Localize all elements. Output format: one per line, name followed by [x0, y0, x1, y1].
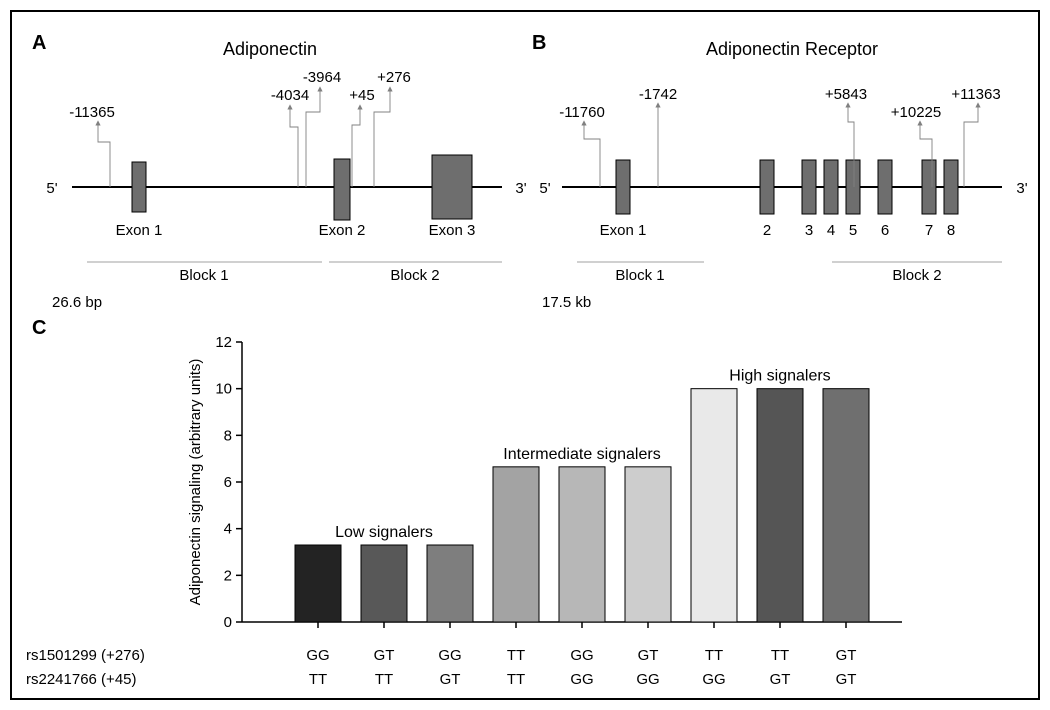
panel-b-size: 17.5 kb	[542, 294, 591, 311]
snp-b-1-label: -1742	[639, 86, 677, 103]
exon-a-2: Exon 2	[319, 159, 366, 239]
exon-a-1: Exon 1	[116, 162, 163, 239]
cat-row1-8: GT	[836, 647, 857, 664]
row-title-0: rs1501299 (+276)	[26, 647, 145, 664]
exon-b-2-label: 2	[763, 222, 771, 239]
bar-2	[427, 545, 473, 622]
exon-b-4: 4	[824, 160, 838, 239]
exon-b-7: 7	[922, 160, 936, 239]
snp-a-0: -11365	[69, 104, 115, 187]
five-prime-b: 5'	[539, 180, 550, 197]
cat-row2-5: GG	[636, 671, 659, 688]
cat-row2-2: GT	[440, 671, 461, 688]
y-tick-label: 8	[224, 427, 232, 444]
cat-row1-7: TT	[771, 647, 789, 664]
cat-row1-4: GG	[570, 647, 593, 664]
exon-b-5-label: 5	[849, 222, 857, 239]
cat-row2-4: GG	[570, 671, 593, 688]
cat-row1-3: TT	[507, 647, 525, 664]
row-title-1: rs2241766 (+45)	[26, 671, 137, 688]
exon-b-7-label: 7	[925, 222, 933, 239]
bar-0	[295, 545, 341, 622]
three-prime-a: 3'	[515, 180, 526, 197]
block-b-2-label: Block 2	[892, 267, 941, 284]
y-tick-label: 10	[215, 381, 232, 398]
snp-a-2-label: -3964	[303, 69, 341, 86]
snp-a-4: +276	[374, 69, 411, 187]
exon-a-3-label: Exon 3	[429, 222, 476, 239]
y-tick-label: 12	[215, 334, 232, 351]
bar-chart: 0 2 4 6 8 10 12 Adiponectin signaling (arbitrar…	[187, 334, 902, 688]
bar-7	[757, 389, 803, 622]
three-prime-b: 3'	[1016, 180, 1027, 197]
exon-a-2-label: Exon 2	[319, 222, 366, 239]
cat-row2-1: TT	[375, 671, 393, 688]
snp-a-0-label: -11365	[69, 104, 115, 121]
panel-a-title: Adiponectin	[223, 39, 317, 59]
group-label-0: Low signalers	[335, 524, 433, 541]
panel-c-letter: C	[32, 317, 46, 339]
bar-8	[823, 389, 869, 622]
block-b-1-label: Block 1	[615, 267, 664, 284]
panel-a-size: 26.6 bp	[52, 294, 102, 311]
cat-row2-7: GT	[770, 671, 791, 688]
snp-b-1: -1742	[639, 86, 677, 187]
bar-3	[493, 467, 539, 622]
y-tick-label: 0	[224, 614, 232, 631]
exon-b-3: 3	[802, 160, 816, 239]
panel-a: A Adiponectin 5' 3' Exon 1 Exon 2	[32, 32, 527, 311]
snp-b-0-label: -11760	[559, 104, 605, 121]
cat-row2-6: GG	[702, 671, 725, 688]
exon-b-4-label: 4	[827, 222, 835, 239]
group-label-1: Intermediate signalers	[503, 446, 660, 463]
five-prime-a: 5'	[46, 180, 57, 197]
panel-b-title: Adiponectin Receptor	[706, 39, 878, 59]
bar-4	[559, 467, 605, 622]
cat-row1-6: TT	[705, 647, 723, 664]
block-a-2-label: Block 2	[390, 267, 439, 284]
panel-c: C 0 2 4 6 8 10 12 Adiponectin signaling (arbitr…	[26, 317, 902, 688]
panel-b: B Adiponectin Receptor 5' 3' Exon 1 2	[532, 32, 1028, 311]
exon-b-8: 8	[944, 160, 958, 239]
bar-1	[361, 545, 407, 622]
snp-b-3-label: +10225	[891, 104, 941, 121]
exon-b-1: Exon 1	[600, 160, 647, 239]
cat-row1-2: GG	[438, 647, 461, 664]
cat-row2-3: TT	[507, 671, 525, 688]
group-label-2: High signalers	[729, 368, 830, 385]
block-a-1-label: Block 1	[179, 267, 228, 284]
exon-a-1-label: Exon 1	[116, 222, 163, 239]
y-tick-label: 4	[224, 521, 232, 538]
snp-a-1-label: -4034	[271, 87, 309, 104]
exon-b-2: 2	[760, 160, 774, 239]
exon-b-6-label: 6	[881, 222, 889, 239]
cat-row2-0: TT	[309, 671, 327, 688]
exon-b-6: 6	[878, 160, 892, 239]
cat-row2-8: GT	[836, 671, 857, 688]
y-tick-label: 2	[224, 567, 232, 584]
snp-a-3-label: +45	[349, 87, 374, 104]
bar-5	[625, 467, 671, 622]
snp-b-0: -11760	[559, 104, 605, 187]
panel-b-letter: B	[532, 32, 546, 54]
snp-a-4-label: +276	[377, 69, 411, 86]
cat-row1-0: GG	[306, 647, 329, 664]
exon-b-3-label: 3	[805, 222, 813, 239]
snp-a-1: -4034	[271, 87, 309, 187]
exon-b-5: 5	[846, 160, 860, 239]
snp-a-3: +45	[349, 87, 374, 187]
cat-row1-1: GT	[374, 647, 395, 664]
exon-b-1-label: Exon 1	[600, 222, 647, 239]
bar-6	[691, 389, 737, 622]
exon-b-8-label: 8	[947, 222, 955, 239]
snp-b-4-label: +11363	[951, 86, 1000, 103]
y-axis-label: Adiponectin signaling (arbitrary units)	[187, 359, 204, 606]
snp-b-4: +11363	[951, 86, 1000, 187]
cat-row1-5: GT	[638, 647, 659, 664]
exon-a-3: Exon 3	[429, 155, 476, 239]
snp-b-2-label: +5843	[825, 86, 867, 103]
panel-a-letter: A	[32, 32, 46, 54]
y-tick-label: 6	[224, 474, 232, 491]
